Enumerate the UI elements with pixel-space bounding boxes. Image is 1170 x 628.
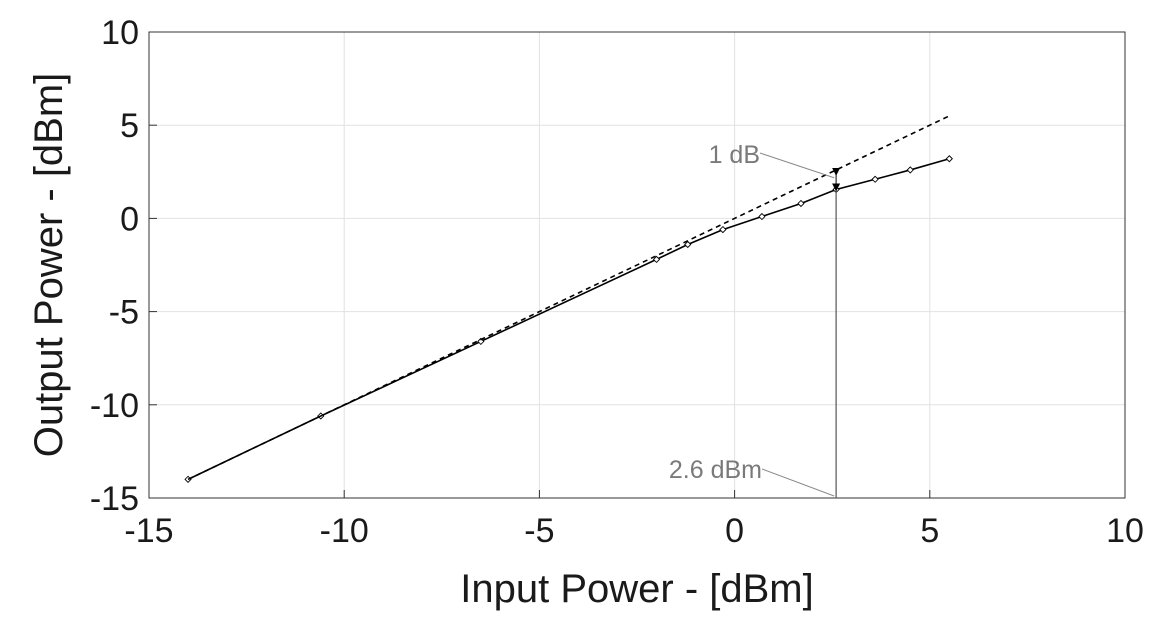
y-tick-label: 10 <box>101 14 139 52</box>
data-point <box>684 240 692 249</box>
y-tick-label: 5 <box>120 107 139 145</box>
y-tick-label: -10 <box>90 387 139 425</box>
y-axis-label: Output Power - [dBm] <box>27 73 71 458</box>
plot-frame <box>148 31 1126 499</box>
data-point <box>945 155 953 163</box>
x-tick-label: -5 <box>524 512 554 550</box>
x-tick-label: 0 <box>725 512 744 550</box>
annotation-1db-label: 1 dB <box>709 141 760 169</box>
axis-ticks: -15 -10 -5 0 5 10 -15 -10 -5 0 5 10 <box>90 14 1144 550</box>
x-tick-label: 10 <box>1106 512 1144 550</box>
annotations: 1 dB 2.6 dBm <box>669 141 841 498</box>
data-point <box>797 199 805 208</box>
data-point <box>477 337 485 346</box>
x-tick-label: -10 <box>320 512 369 550</box>
annotation-1db-leader <box>759 152 835 179</box>
x-tick-label: -15 <box>124 512 173 550</box>
y-tick-label: -5 <box>109 294 139 332</box>
measured-line <box>187 157 950 481</box>
series <box>184 115 953 483</box>
data-point <box>906 166 914 174</box>
data-point <box>652 255 661 264</box>
x-tick-label: 5 <box>920 512 939 550</box>
annotation-dbm-label: 2.6 dBm <box>669 456 762 484</box>
annotation-dbm-leader <box>761 468 835 497</box>
y-tick-label: -15 <box>90 480 139 518</box>
data-point <box>719 225 727 234</box>
data-point <box>758 212 766 221</box>
x-axis-label: Input Power - [dBm] <box>460 567 813 611</box>
y-tick-label: 0 <box>120 200 139 238</box>
linear-reference-line <box>187 115 950 481</box>
data-point <box>871 175 879 183</box>
